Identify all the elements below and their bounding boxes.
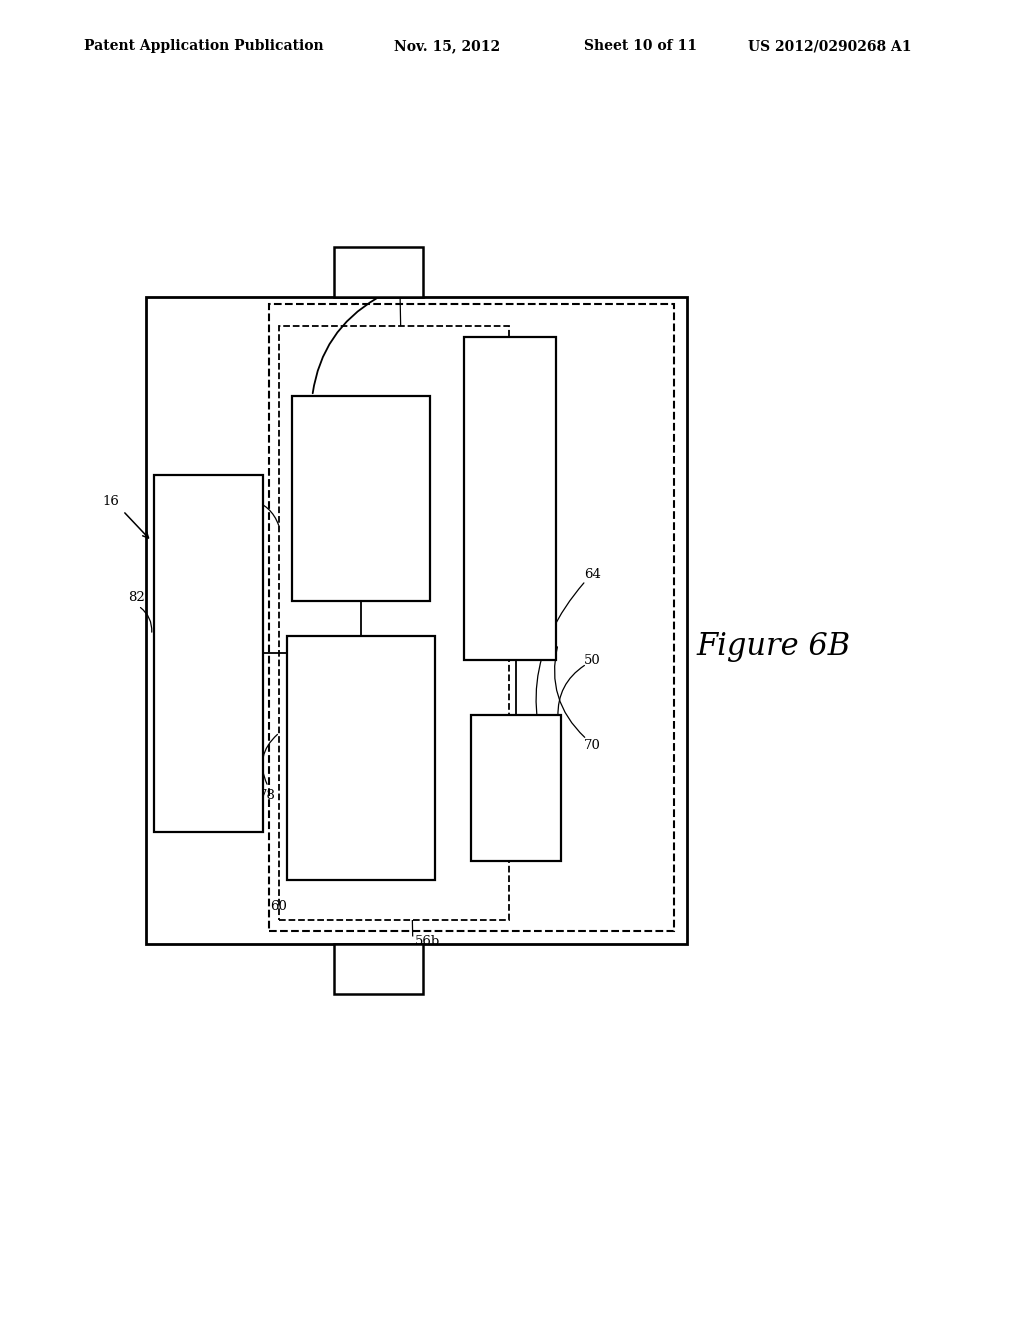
Bar	[154, 475, 263, 832]
Bar	[335, 247, 424, 297]
Text: US 2012/0290268 A1: US 2012/0290268 A1	[748, 40, 911, 53]
Text: Patent Application Publication: Patent Application Publication	[84, 40, 324, 53]
Text: Figure 6B: Figure 6B	[696, 631, 850, 663]
Bar	[292, 396, 430, 601]
Bar	[279, 326, 509, 920]
Text: 70: 70	[584, 739, 600, 752]
Bar	[269, 304, 674, 931]
Bar	[146, 297, 687, 944]
Text: 60: 60	[270, 900, 287, 913]
Text: 56b: 56b	[415, 935, 440, 948]
Text: 56a: 56a	[377, 405, 401, 418]
Bar	[464, 337, 556, 660]
Bar	[471, 715, 561, 861]
Bar	[287, 636, 435, 880]
Text: 82: 82	[128, 591, 144, 605]
Bar	[335, 944, 424, 994]
Text: Wireless: Wireless	[202, 582, 215, 632]
Text: Amplifier: Amplifier	[334, 516, 388, 528]
Text: 78: 78	[259, 789, 275, 803]
Text: Transmitter/Receiver: Transmitter/Receiver	[204, 632, 213, 741]
Text: Microprocessor: Microprocessor	[504, 454, 516, 543]
Text: Conditioning: Conditioning	[324, 752, 398, 764]
Text: Circuit: Circuit	[342, 803, 380, 814]
Text: 74: 74	[229, 487, 246, 500]
Text: 64: 64	[584, 568, 600, 581]
Text: Nov. 15, 2012: Nov. 15, 2012	[394, 40, 501, 53]
Text: Sheet 10 of 11: Sheet 10 of 11	[584, 40, 696, 53]
Text: Memory: Memory	[493, 781, 540, 795]
Text: Signal: Signal	[343, 702, 379, 714]
Text: Signal: Signal	[343, 466, 379, 478]
Text: 50: 50	[584, 653, 600, 667]
Text: 16: 16	[102, 495, 119, 508]
